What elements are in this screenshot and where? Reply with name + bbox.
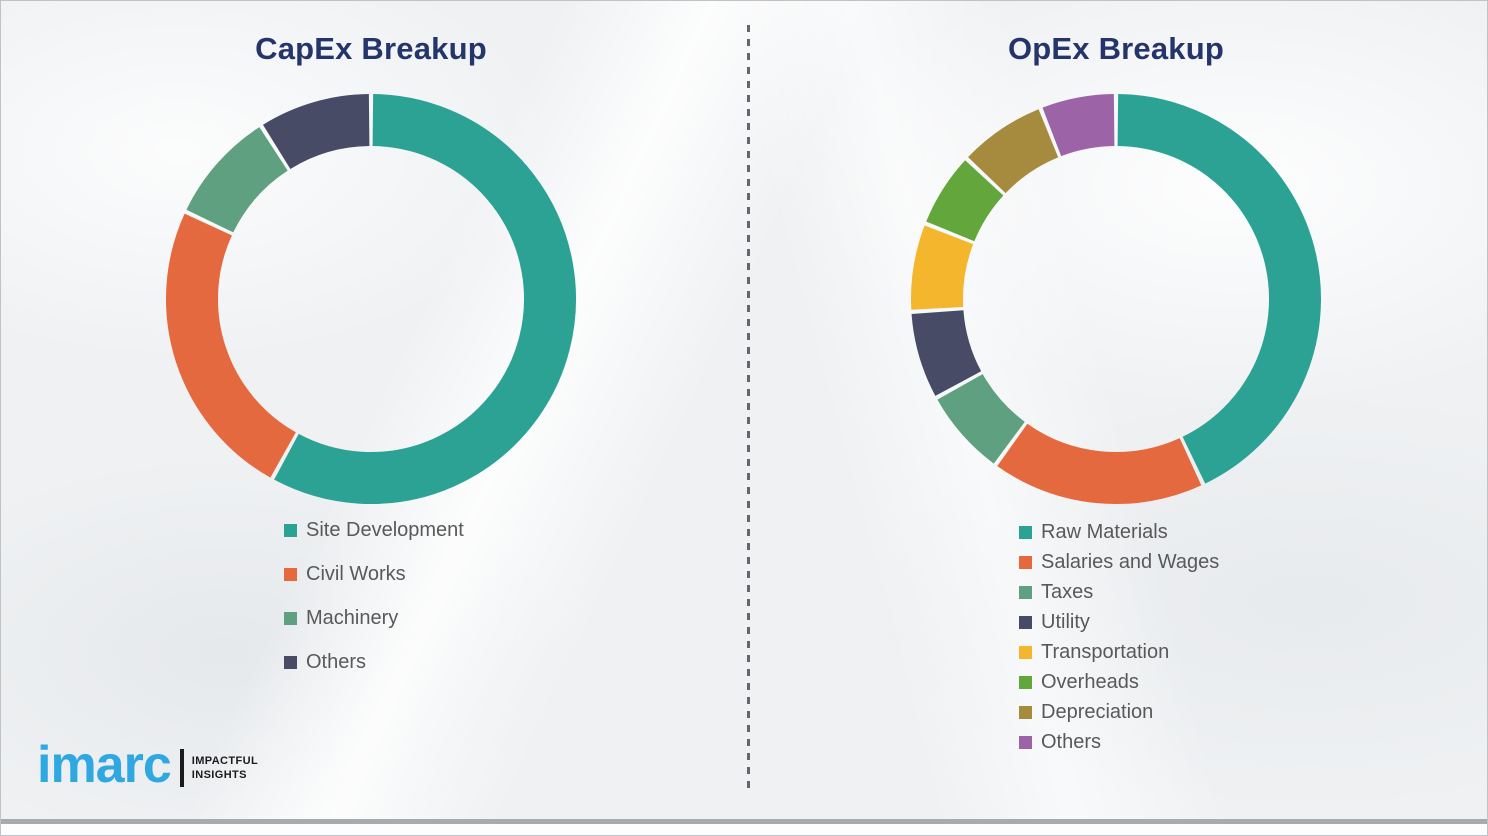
legend-swatch xyxy=(284,611,297,625)
legend-label: Site Development xyxy=(306,518,464,541)
legend-item-civil-works: Civil Works xyxy=(284,552,464,596)
legend-label: Transportation xyxy=(1041,640,1170,663)
legend-item-utility: Utility xyxy=(1019,607,1219,637)
donut-segment-depreciation xyxy=(968,109,1059,194)
legend-label: Others xyxy=(1041,730,1102,753)
imarc-logo-wordmark: imarc xyxy=(37,736,172,794)
donut-segment-machinery xyxy=(186,127,289,234)
donut-segment-others xyxy=(262,94,371,170)
legend-label: Machinery xyxy=(306,606,399,629)
legend-swatch xyxy=(1019,585,1032,599)
legend-swatch xyxy=(1019,705,1032,719)
legend-item-others: Others xyxy=(284,640,464,684)
legend-swatch xyxy=(1019,615,1032,629)
donut-segment-transportation xyxy=(911,225,974,310)
opex-legend: Raw Materials Salaries and Wages Taxes Util… xyxy=(1019,517,1219,757)
legend-swatch xyxy=(284,655,297,669)
legend-item-others: Others xyxy=(1019,727,1219,757)
legend-label: Overheads xyxy=(1041,670,1139,693)
donut-segment-salaries-and-wages xyxy=(997,423,1202,504)
donut-segment-raw-materials xyxy=(1117,94,1321,484)
capex-donut-chart xyxy=(161,89,581,509)
capex-chart-title: CapEx Breakup xyxy=(255,31,487,66)
opex-donut-chart xyxy=(906,89,1326,509)
bottom-white-strip xyxy=(1,824,1487,835)
legend-item-machinery: Machinery xyxy=(284,596,464,640)
legend-label: Depreciation xyxy=(1041,700,1154,723)
legend-item-site-development: Site Development xyxy=(284,508,464,552)
legend-item-taxes: Taxes xyxy=(1019,577,1219,607)
legend-swatch xyxy=(1019,525,1032,539)
bottom-gray-rule xyxy=(1,819,1487,824)
imarc-logo-separator-bar xyxy=(179,749,184,787)
opex-chart-title: OpEx Breakup xyxy=(1007,31,1225,66)
donut-segment-others xyxy=(1042,94,1116,157)
donut-segment-site-development xyxy=(274,94,576,504)
legend-swatch xyxy=(1019,645,1032,659)
imarc-tagline-line1: IMPACTFUL xyxy=(191,754,259,767)
capex-legend: Site Development Civil Works Machinery Othe… xyxy=(284,508,464,684)
legend-swatch xyxy=(1019,675,1032,689)
legend-swatch xyxy=(1019,735,1032,749)
legend-label: Civil Works xyxy=(306,562,406,585)
legend-item-transportation: Transportation xyxy=(1019,637,1219,667)
legend-item-depreciation: Depreciation xyxy=(1019,697,1219,727)
donut-segment-taxes xyxy=(937,373,1026,464)
legend-item-overheads: Overheads xyxy=(1019,667,1219,697)
legend-item-raw-materials: Raw Materials xyxy=(1019,517,1219,547)
legend-swatch xyxy=(1019,555,1032,569)
legend-label: Others xyxy=(306,650,367,673)
legend-label: Raw Materials xyxy=(1041,520,1168,543)
capex-donut-svg xyxy=(166,94,576,504)
legend-item-salaries-and-wages: Salaries and Wages xyxy=(1019,547,1219,577)
imarc-tagline-line2: INSIGHTS xyxy=(191,769,247,781)
donut-segment-civil-works xyxy=(166,213,297,478)
imarc-logo-tagline: IMPACTFUL INSIGHTS xyxy=(192,754,258,783)
legend-label: Salaries and Wages xyxy=(1041,550,1220,573)
legend-label: Utility xyxy=(1041,610,1090,633)
donut-segment-overheads xyxy=(926,160,1004,242)
imarc-logo: imarc IMPACTFUL INSIGHTS xyxy=(37,739,258,791)
donut-segment-utility xyxy=(911,309,982,396)
legend-swatch xyxy=(284,567,297,581)
legend-swatch xyxy=(284,523,297,537)
opex-donut-svg xyxy=(911,94,1321,504)
dashed-divider-line xyxy=(747,25,750,793)
legend-label: Taxes xyxy=(1041,580,1094,603)
